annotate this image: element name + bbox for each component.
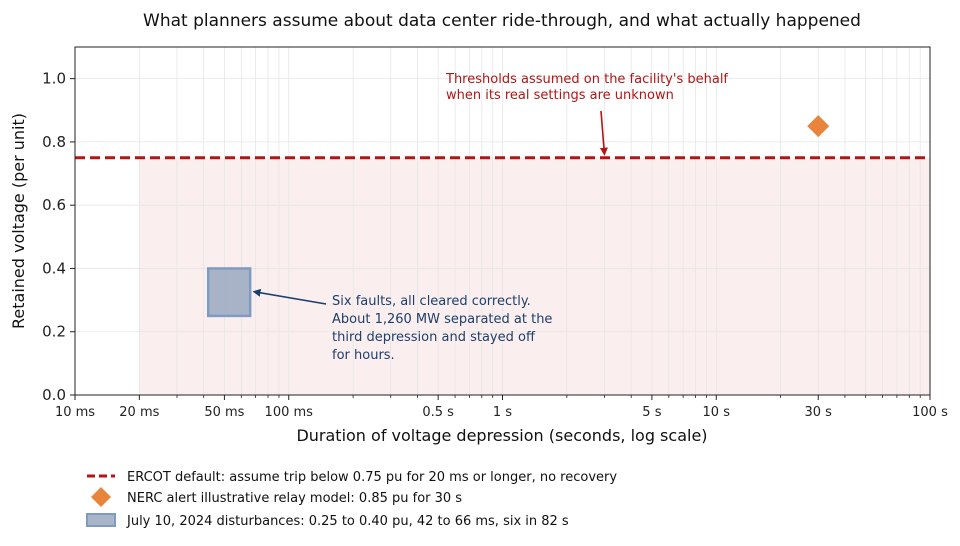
legend-disturbance-label: July 10, 2024 disturbances: 0.25 to 0.40… <box>126 514 569 529</box>
y-tick-label: 0.0 <box>42 386 66 404</box>
x-tick-label: 100 s <box>912 405 948 420</box>
x-tick-label: 50 ms <box>204 405 244 420</box>
annotation-thresholds-text: when its real settings are unknown <box>446 88 674 103</box>
legend-disturbance-swatch <box>86 513 116 527</box>
x-tick-label: 100 ms <box>265 405 314 420</box>
x-tick-label: 10 ms <box>55 405 95 420</box>
x-tick-label: 20 ms <box>119 405 159 420</box>
disturbance-box <box>206 267 252 318</box>
y-tick-label: 0.8 <box>42 133 66 151</box>
y-tick-label: 0.4 <box>42 259 66 277</box>
y-tick-label: 1.0 <box>42 70 66 88</box>
annotation-faults-arrow <box>252 288 327 305</box>
trip-region-fill <box>139 157 931 395</box>
nerc-point <box>807 115 830 138</box>
annotation-thresholds-arrow <box>599 110 608 156</box>
annotation-faults-text: third depression and stayed off <box>332 330 536 345</box>
legend-threshold-label: ERCOT default: assume trip below 0.75 pu… <box>127 470 617 485</box>
x-axis-label: Duration of voltage depression (seconds,… <box>296 426 707 445</box>
x-tick-label: 0.5 s <box>422 405 454 420</box>
x-tick-label: 1 s <box>493 405 512 420</box>
annotation-faults-text: for hours. <box>332 348 395 363</box>
annotation-faults-text: Six faults, all cleared correctly. <box>332 294 531 309</box>
y-axis-label: Retained voltage (per unit) <box>9 113 28 329</box>
x-tick-label: 30 s <box>805 405 833 420</box>
x-tick-label: 10 s <box>703 405 731 420</box>
annotation-faults-text: About 1,260 MW separated at the <box>332 312 552 327</box>
annotation-thresholds-text: Thresholds assumed on the facility's beh… <box>445 72 728 87</box>
y-tick-label: 0.2 <box>42 323 66 341</box>
legend-nerc-label: NERC alert illustrative relay model: 0.8… <box>127 491 462 506</box>
y-tick-label: 0.6 <box>42 196 66 214</box>
chart-title: What planners assume about data center r… <box>143 11 861 31</box>
x-tick-label: 5 s <box>642 405 661 420</box>
legend-nerc-swatch <box>91 487 111 507</box>
